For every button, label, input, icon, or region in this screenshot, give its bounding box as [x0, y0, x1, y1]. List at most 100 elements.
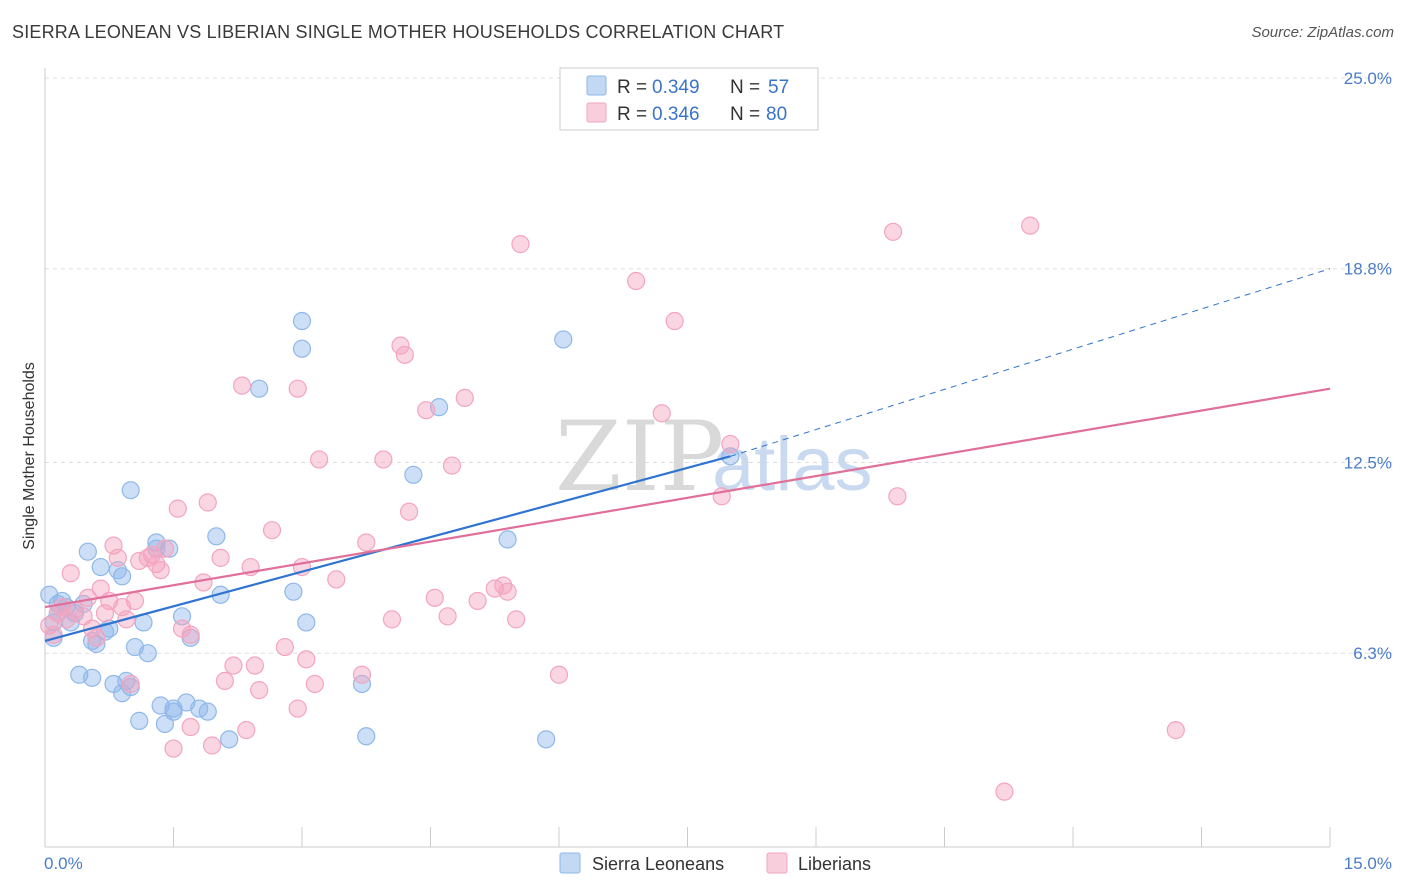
point-liberians-54: [382, 610, 402, 629]
point-liberians-56: [395, 345, 414, 364]
legend-n-label-1: N =: [730, 77, 760, 98]
y-tick-label-0: 6.3%: [1353, 644, 1392, 663]
point-liberians-74: [721, 434, 740, 454]
legend-r-label-1: R =: [617, 77, 647, 98]
point-liberians-31: [194, 573, 213, 592]
axes: [44, 68, 1331, 848]
point-liberians-41: [250, 681, 269, 700]
point-liberians-0: [40, 616, 59, 635]
point-liberians-63: [468, 591, 487, 611]
x-tick-labels: 0.0% 15.0%: [44, 854, 1392, 873]
legend-r-label-2: R =: [617, 104, 647, 125]
point-liberians-70: [626, 271, 646, 291]
legend: R = 0.349 N = 57 R = 0.346 N = 80: [559, 67, 819, 131]
gridlines: [45, 77, 1392, 654]
point-sierra-leoneans-55: [554, 330, 573, 349]
point-liberians-53: [374, 450, 393, 469]
point-liberians-29: [181, 625, 200, 644]
point-liberians-35: [215, 671, 234, 690]
legend-n-value-2: 80: [766, 104, 787, 125]
trend-line-liberians: [44, 387, 1331, 609]
x-tick-label-0: 0.0%: [44, 854, 83, 873]
point-liberians-34: [211, 548, 230, 567]
point-liberians-75: [883, 222, 903, 241]
point-liberians-68: [511, 235, 530, 254]
point-liberians-32: [198, 493, 217, 512]
point-sierra-leoneans-41: [207, 527, 226, 546]
bottom-legend: Sierra Leoneans Liberians: [559, 852, 871, 874]
point-sierra-leoneans-49: [352, 674, 372, 694]
point-liberians-30: [181, 717, 200, 737]
point-liberians-27: [168, 499, 187, 518]
point-sierra-leoneans-26: [130, 711, 149, 730]
point-liberians-67: [507, 610, 526, 629]
point-sierra-leoneans-15: [91, 557, 110, 577]
point-liberians-5: [61, 564, 80, 583]
bottom-legend-label-liberians: Liberians: [798, 854, 871, 874]
point-sierra-leoneans-40: [198, 702, 217, 721]
point-sierra-leoneans-45: [284, 582, 303, 601]
bottom-legend-swatch-liberians: [766, 852, 788, 874]
watermark-zip: ZIP: [555, 401, 724, 513]
point-sierra-leoneans-51: [404, 465, 423, 484]
point-liberians-72: [665, 311, 684, 331]
point-sierra-leoneans-11: [78, 542, 97, 561]
source-label: Source: ZipAtlas.com: [1251, 24, 1394, 41]
y-tick-label-3: 25.0%: [1344, 69, 1392, 88]
point-sierra-leoneans-46: [292, 311, 312, 331]
point-liberians-19: [125, 591, 145, 611]
point-liberians-40: [245, 656, 264, 675]
point-liberians-15: [108, 548, 127, 567]
point-liberians-52: [357, 533, 376, 552]
point-sierra-leoneans-28: [138, 644, 157, 663]
y-axis-label: Single Mother Households: [21, 362, 38, 550]
point-sierra-leoneans-32: [155, 714, 175, 734]
trend-lines: [44, 268, 1331, 642]
point-liberians-62: [455, 388, 474, 408]
point-liberians-18: [121, 674, 140, 694]
watermark-atlas: atlas: [712, 422, 873, 507]
point-sierra-leoneans-43: [220, 730, 239, 749]
point-sierra-leoneans-33: [160, 539, 179, 558]
point-liberians-79: [1166, 721, 1185, 740]
trend-extension-sierra-leoneans: [730, 268, 1331, 457]
point-sierra-leoneans-36: [172, 607, 192, 626]
point-liberians-43: [275, 637, 294, 657]
point-liberians-24: [151, 561, 170, 580]
point-liberians-10: [87, 628, 106, 647]
chart-title: SIERRA LEONEAN VS LIBERIAN SINGLE MOTHER…: [12, 22, 785, 42]
point-liberians-49: [310, 450, 329, 469]
legend-n-label-2: N =: [730, 104, 760, 125]
y-tick-labels: 6.3% 12.5% 18.8% 25.0%: [1344, 69, 1392, 663]
point-liberians-38: [237, 721, 256, 740]
point-sierra-leoneans-44: [250, 379, 269, 398]
point-liberians-55: [391, 336, 410, 355]
legend-n-value-1: 57: [768, 77, 789, 98]
y-tick-label-2: 18.8%: [1344, 260, 1392, 279]
point-sierra-leoneans-54: [537, 730, 556, 749]
point-liberians-33: [202, 736, 222, 755]
legend-swatch-liberians: [586, 102, 607, 123]
point-sierra-leoneans-53: [498, 530, 517, 549]
point-liberians-42: [262, 521, 282, 540]
point-liberians-51: [352, 665, 372, 684]
x-tick-label-1: 15.0%: [1344, 854, 1392, 873]
point-liberians-47: [297, 650, 316, 669]
point-liberians-76: [888, 487, 907, 506]
legend-swatch-sierra-leoneans: [586, 75, 607, 96]
point-liberians-78: [1021, 216, 1040, 235]
point-liberians-71: [652, 404, 671, 423]
point-liberians-66: [498, 582, 517, 601]
point-liberians-60: [438, 607, 457, 626]
point-liberians-57: [399, 502, 419, 521]
point-sierra-leoneans-24: [121, 481, 140, 500]
y-tick-label-1: 12.5%: [1344, 454, 1392, 473]
point-sierra-leoneans-21: [112, 567, 132, 586]
point-liberians-37: [232, 376, 252, 395]
point-liberians-44: [288, 699, 307, 718]
point-sierra-leoneans-50: [357, 727, 376, 746]
point-liberians-25: [155, 539, 175, 558]
point-liberians-61: [442, 456, 462, 475]
point-liberians-7: [74, 607, 93, 626]
